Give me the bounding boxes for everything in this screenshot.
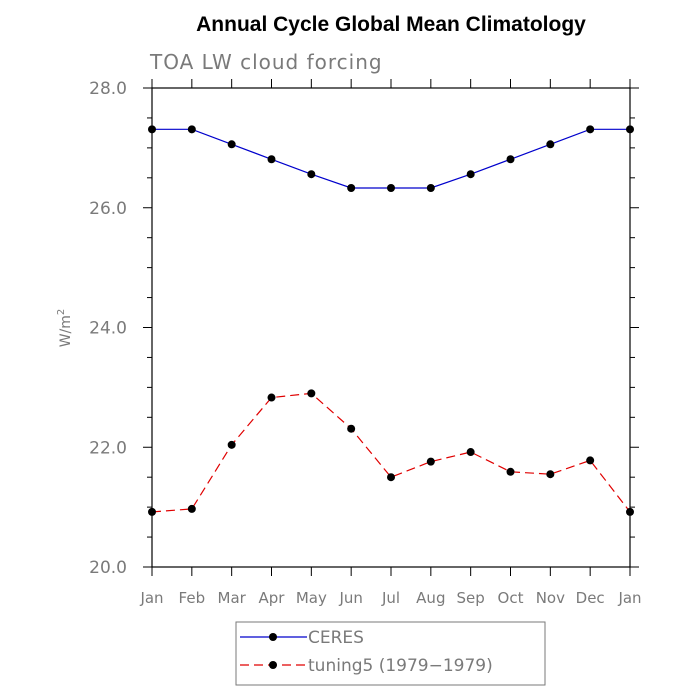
gridlines-and-ticks <box>143 79 639 576</box>
legend-label-ceres: CERES <box>308 628 364 648</box>
x-tick-label: Aug <box>416 589 445 607</box>
series-0 <box>148 125 634 192</box>
svg-text:W/m2: W/m2 <box>56 309 74 348</box>
chart-subtitle: TOA LW cloud forcing <box>149 50 383 74</box>
x-tick-label: May <box>296 589 327 607</box>
y-tick-label: 20.0 <box>89 558 127 578</box>
series-layer <box>148 125 634 516</box>
x-tick-label: Jan <box>617 589 641 607</box>
legend-box <box>235 621 546 686</box>
data-point <box>546 470 555 479</box>
data-point <box>227 140 236 149</box>
data-point <box>626 507 634 516</box>
x-tick-label: Sep <box>457 589 485 607</box>
legend-marker-ceres <box>269 633 277 641</box>
data-point <box>227 440 236 449</box>
legend-label-tuning5: tuning5 (1979−1979) <box>308 656 493 676</box>
x-tick-label: Dec <box>576 589 605 607</box>
data-point <box>586 456 595 465</box>
x-tick-label: Mar <box>218 589 247 607</box>
data-point <box>347 424 356 433</box>
data-point <box>187 504 196 513</box>
legend: CERES tuning5 (1979−1979) <box>235 621 546 686</box>
series-line <box>151 392 631 513</box>
x-tick-labels: Jan Feb Mar Apr May Jun Jul Aug Sep Oct Nov Dec Jan <box>139 589 641 607</box>
data-point <box>426 457 435 466</box>
data-point <box>466 170 475 179</box>
y-tick-label: 24.0 <box>89 319 127 339</box>
x-tick-label: Oct <box>498 589 524 607</box>
data-point <box>426 183 435 192</box>
data-point <box>267 393 276 402</box>
y-axis-label-text: W/m <box>58 315 74 347</box>
data-point <box>466 448 475 457</box>
y-tick-label: 22.0 <box>89 438 127 458</box>
y-axis-label: W/m2 <box>56 309 74 348</box>
x-tick-label: Nov <box>536 589 565 607</box>
y-tick-label: 26.0 <box>89 199 127 219</box>
series-line <box>152 128 630 189</box>
data-point <box>626 125 634 134</box>
x-tick-label: Feb <box>179 589 206 607</box>
data-point <box>307 170 316 179</box>
x-tick-label: Apr <box>259 589 286 607</box>
series-1 <box>148 389 634 516</box>
plot-frame <box>151 87 631 568</box>
data-point <box>148 507 156 516</box>
y-tick-labels: 20.0 22.0 24.0 26.0 28.0 <box>89 79 127 578</box>
data-point <box>307 389 316 398</box>
x-tick-label: Jan <box>139 589 163 607</box>
data-point <box>187 125 196 134</box>
data-point <box>546 140 555 149</box>
chart-title: Annual Cycle Global Mean Climatology <box>196 13 586 36</box>
data-point <box>586 125 595 134</box>
y-tick-label: 28.0 <box>89 79 127 99</box>
x-tick-label: Jun <box>338 589 362 607</box>
data-point <box>387 473 395 482</box>
data-point <box>347 183 356 192</box>
data-point <box>506 467 515 476</box>
legend-marker-tuning5 <box>269 661 277 669</box>
data-point <box>387 183 395 192</box>
y-axis-label-superscript: 2 <box>56 309 67 315</box>
data-point <box>267 155 276 164</box>
x-tick-label: Jul <box>381 589 400 607</box>
data-point <box>148 125 156 134</box>
data-point <box>506 155 515 164</box>
